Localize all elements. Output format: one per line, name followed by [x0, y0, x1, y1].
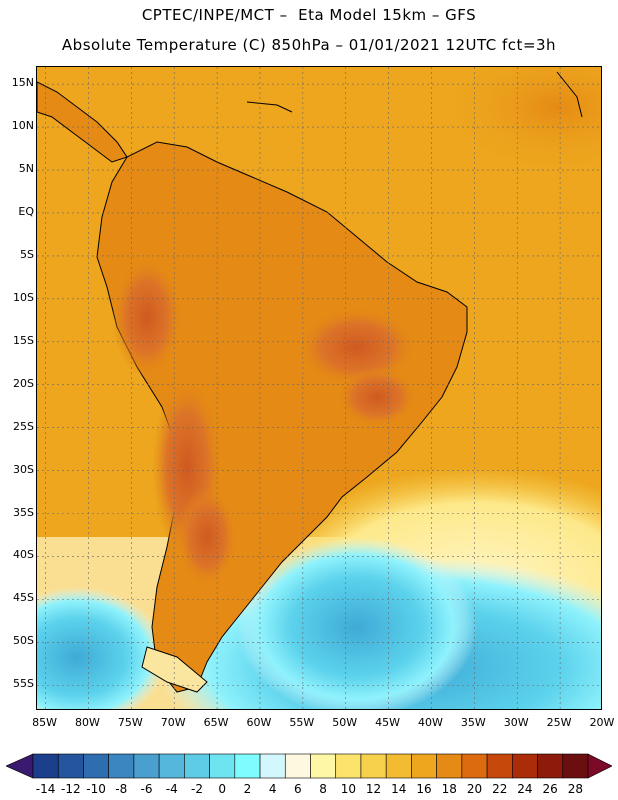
temperature-map[interactable]	[36, 66, 602, 710]
lon-tick-label: 85W	[32, 716, 57, 729]
colorbar-tick-label: -14	[35, 782, 56, 796]
colorbar-tick-label: 8	[319, 782, 327, 796]
colorbar-swatch	[411, 753, 437, 779]
lon-tick-label: 70W	[160, 716, 186, 729]
colorbar-swatch	[335, 753, 362, 779]
colorbar-swatch	[83, 753, 109, 779]
colorbar-swatch	[158, 753, 185, 779]
colorbar-tick-label: 6	[294, 782, 302, 796]
colorbar-tick-label: 26	[542, 782, 558, 796]
lat-tick-label: 20S	[13, 376, 34, 390]
colorbar-swatch	[32, 753, 59, 779]
colorbar-tick-label: -12	[61, 782, 81, 796]
colorbar-tick-label: -10	[86, 782, 106, 796]
colorbar-right-tip	[587, 753, 612, 779]
colorbar-tick-label: 12	[365, 782, 382, 796]
lat-tick-label: 45S	[13, 591, 34, 605]
colorbar-swatch	[385, 753, 412, 779]
colorbar-swatch	[108, 753, 135, 779]
lon-tick-label: 50W	[332, 716, 358, 729]
lat-tick-label: 30S	[13, 462, 34, 476]
colorbar-tick-label: 2	[243, 782, 252, 796]
colorbar-swatch	[537, 753, 564, 779]
lat-tick-label: 15N	[11, 76, 34, 90]
colorbar-tick-label: 16	[416, 782, 432, 796]
colorbar-swatch	[461, 753, 488, 779]
colorbar-tick-label: 24	[517, 782, 533, 796]
lon-tick-label: 80W	[75, 716, 100, 729]
colorbar-swatch	[512, 753, 538, 779]
colorbar-tick-label: 18	[441, 782, 457, 796]
map-canvas	[37, 67, 601, 709]
colorbar-tick-label: 4	[268, 782, 277, 796]
colorbar-tick-label: -2	[190, 782, 203, 796]
colorbar-swatch	[234, 753, 261, 779]
lat-tick-label: 50S	[13, 634, 34, 648]
lon-tick-label: 65W	[203, 716, 229, 729]
lat-tick-label: 40S	[13, 548, 34, 562]
colorbar-swatch	[57, 753, 84, 779]
lon-tick-label: 55W	[289, 716, 315, 729]
lon-tick-label: 30W	[503, 716, 529, 729]
colorbar-tick-label: 22	[492, 782, 508, 796]
lat-tick-label: 55S	[13, 677, 34, 691]
lat-tick-label: 35S	[13, 505, 34, 519]
colorbar-swatch	[259, 753, 286, 779]
central-america-land	[37, 81, 128, 163]
lon-tick-label: 35W	[460, 716, 486, 729]
colorbar-swatch	[184, 753, 210, 779]
chart-title-line1: CPTEC/INPE/MCT – Eta Model 15km – GFS	[141, 6, 477, 24]
colorbar-tick-label: -4	[165, 782, 178, 796]
colorbar-tick-label: -6	[140, 782, 153, 796]
graticule	[37, 67, 601, 709]
colorbar-swatch	[360, 753, 387, 779]
colorbar-swatch	[486, 753, 513, 779]
lon-tick-label: 25W	[546, 716, 572, 729]
colorbar-swatch	[284, 753, 311, 779]
colorbar-swatch	[310, 753, 337, 779]
colorbar-swatch	[133, 753, 160, 779]
lat-tick-label: 10N	[11, 119, 34, 133]
lon-tick-label: 60W	[246, 716, 272, 729]
lat-tick-label: 15S	[13, 333, 34, 347]
colorbar-tick-label: 10	[340, 782, 356, 796]
lat-tick-label: 5N	[18, 162, 34, 176]
lon-tick-label: 40W	[418, 716, 443, 729]
colorbar-tick-label: 14	[391, 782, 407, 796]
colorbar-tick-label: 20	[466, 782, 483, 796]
lat-tick-label: 5S	[20, 247, 34, 261]
colorbar-tick-label: -8	[115, 782, 128, 796]
lat-tick-label: 25S	[13, 419, 34, 433]
colorbar	[6, 753, 612, 779]
lon-tick-label: 75W	[117, 716, 143, 729]
colorbar-swatch	[209, 753, 236, 779]
colorbar-swatch	[562, 753, 589, 779]
lat-tick-label: EQ	[18, 204, 34, 218]
lon-tick-label: 45W	[375, 716, 401, 729]
colorbar-tick-label: 28	[567, 782, 584, 796]
lon-tick-label: 20W	[589, 716, 615, 729]
colorbar-tick-label: 0	[218, 782, 227, 796]
colorbar-left-tip	[6, 753, 34, 779]
colorbar-swatch	[436, 753, 463, 779]
lat-tick-label: 10S	[13, 290, 34, 304]
chart-title-line2: Absolute Temperature (C) 850hPa – 01/01/…	[61, 36, 557, 54]
